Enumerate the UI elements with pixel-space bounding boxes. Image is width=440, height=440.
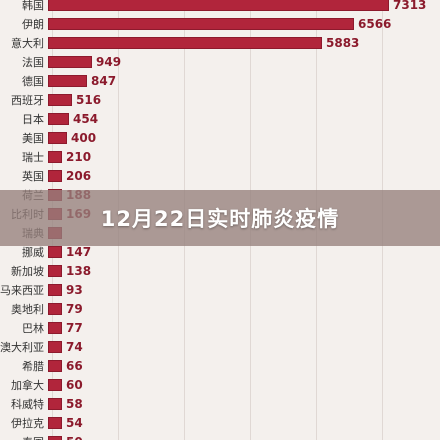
bar-row: 希腊 66 — [0, 356, 440, 375]
value-label: 6566 — [358, 16, 392, 31]
value-label: 7313 — [393, 0, 427, 12]
bar-row: 意大利 5883 — [0, 33, 440, 52]
banner-title: 12月22日实时肺炎疫情 — [100, 207, 340, 231]
bar-row: 伊拉克 54 — [0, 413, 440, 432]
category-label: 日本 — [22, 112, 44, 126]
bar — [48, 93, 72, 106]
category-label: 科威特 — [11, 397, 44, 411]
category-label: 瑞士 — [22, 150, 44, 164]
category-label: 奥地利 — [11, 302, 44, 316]
category-label: 伊朗 — [22, 17, 44, 31]
value-label: 66 — [66, 358, 83, 373]
bar — [48, 17, 354, 30]
bar — [48, 0, 389, 11]
value-label: 138 — [66, 263, 92, 278]
category-label: 法国 — [22, 55, 44, 69]
bar-row: 澳大利亚 74 — [0, 337, 440, 356]
category-label: 马来西亚 — [0, 283, 44, 297]
bar — [48, 416, 62, 429]
value-label: 74 — [66, 339, 83, 354]
category-label: 澳大利亚 — [0, 340, 44, 354]
category-label: 加拿大 — [11, 378, 44, 392]
bar — [48, 321, 62, 334]
category-label: 英国 — [22, 169, 44, 183]
category-label: 巴林 — [22, 321, 44, 335]
value-label: 400 — [71, 130, 97, 145]
bar — [48, 435, 62, 440]
category-label: 伊拉克 — [11, 416, 44, 430]
category-label: 韩国 — [22, 0, 44, 12]
value-label: 5883 — [326, 35, 360, 50]
category-label: 希腊 — [22, 359, 44, 373]
category-label: 意大利 — [11, 36, 44, 50]
value-label: 516 — [76, 92, 102, 107]
bar-row: 挪威 147 — [0, 242, 440, 261]
bar — [48, 283, 62, 296]
bar-row: 马来西亚 93 — [0, 280, 440, 299]
bar — [48, 131, 67, 144]
bar-row: 新加坡 138 — [0, 261, 440, 280]
bar — [48, 302, 62, 315]
bar-row: 加拿大 60 — [0, 375, 440, 394]
bar — [48, 397, 62, 410]
bar — [48, 74, 87, 87]
category-label: 新加坡 — [11, 264, 44, 278]
bar-row: 瑞士 210 — [0, 147, 440, 166]
bar — [48, 264, 62, 277]
value-label: 58 — [66, 396, 83, 411]
category-label: 泰国 — [0, 434, 48, 440]
value-label: 93 — [66, 282, 83, 297]
category-label: 美国 — [22, 131, 44, 145]
bar-row: 巴林 77 — [0, 318, 440, 337]
bar — [48, 36, 322, 49]
bar-row: 西班牙 516 — [0, 90, 440, 109]
category-label: 西班牙 — [11, 93, 44, 107]
value-label: 79 — [66, 301, 83, 316]
bar-row: 美国 400 — [0, 128, 440, 147]
title-banner: 12月22日实时肺炎疫情 — [0, 190, 440, 246]
bar — [48, 340, 62, 353]
value-label: 454 — [73, 111, 99, 126]
bar-row: 科威特 58 — [0, 394, 440, 413]
value-label: 60 — [66, 377, 83, 392]
bar-row: 英国 206 — [0, 166, 440, 185]
bar — [48, 245, 62, 258]
value-label: 206 — [66, 168, 92, 183]
bar — [48, 112, 69, 125]
value-label: 949 — [96, 54, 122, 69]
bar-row: 伊朗 6566 — [0, 14, 440, 33]
bar-row: 奥地利 79 — [0, 299, 440, 318]
bar-row: 日本 454 — [0, 109, 440, 128]
value-label: 54 — [66, 415, 83, 430]
category-label: 挪威 — [22, 245, 44, 259]
bar-row: 韩国 7313 — [0, 0, 440, 14]
bar-row: 法国 949 — [0, 52, 440, 71]
value-label: 50 — [66, 435, 83, 440]
bar-row: 德国 847 — [0, 71, 440, 90]
value-label: 847 — [91, 73, 117, 88]
bar — [48, 359, 62, 372]
value-label: 147 — [66, 244, 92, 259]
value-label: 77 — [66, 320, 83, 335]
bar — [48, 378, 62, 391]
value-label: 210 — [66, 149, 92, 164]
category-label: 德国 — [22, 74, 44, 88]
bar-row: 泰国 50 — [0, 432, 440, 440]
bar — [48, 150, 62, 163]
bar — [48, 55, 92, 68]
bar — [48, 169, 62, 182]
